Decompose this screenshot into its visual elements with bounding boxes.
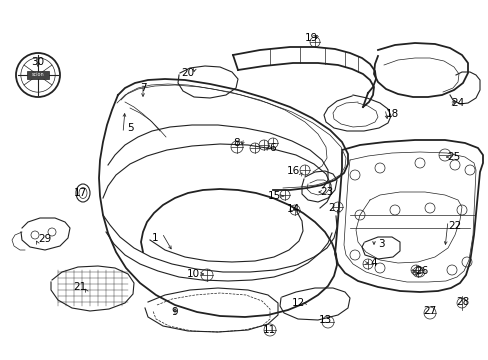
Text: 5: 5 xyxy=(126,123,133,133)
Text: 25: 25 xyxy=(447,152,460,162)
Text: 24: 24 xyxy=(450,98,464,108)
Text: 12: 12 xyxy=(291,298,304,308)
Text: 27: 27 xyxy=(423,306,436,316)
Text: scion: scion xyxy=(32,72,44,77)
Text: 13: 13 xyxy=(318,315,331,325)
Text: 19: 19 xyxy=(304,33,317,43)
Text: 21: 21 xyxy=(73,282,86,292)
Text: 18: 18 xyxy=(385,109,398,119)
Text: 8: 8 xyxy=(233,138,240,148)
Text: 4: 4 xyxy=(370,258,377,268)
Text: 23: 23 xyxy=(320,187,333,197)
Text: 1: 1 xyxy=(151,233,158,243)
Text: 10: 10 xyxy=(186,269,199,279)
Text: 7: 7 xyxy=(140,83,146,93)
Text: 11: 11 xyxy=(262,325,275,335)
Text: 16: 16 xyxy=(286,166,299,176)
Text: 26: 26 xyxy=(414,266,428,276)
Text: 2: 2 xyxy=(328,203,335,213)
Text: 14: 14 xyxy=(286,204,299,214)
Text: 6: 6 xyxy=(269,143,276,153)
Text: 22: 22 xyxy=(447,221,461,231)
Text: 9: 9 xyxy=(171,307,178,317)
Text: 20: 20 xyxy=(181,68,194,78)
Text: 15: 15 xyxy=(267,191,280,201)
Text: 30: 30 xyxy=(31,57,44,67)
FancyBboxPatch shape xyxy=(27,71,49,79)
Text: 28: 28 xyxy=(455,297,468,307)
Text: 17: 17 xyxy=(73,188,86,198)
Text: 3: 3 xyxy=(377,239,384,249)
Text: 29: 29 xyxy=(38,234,52,244)
